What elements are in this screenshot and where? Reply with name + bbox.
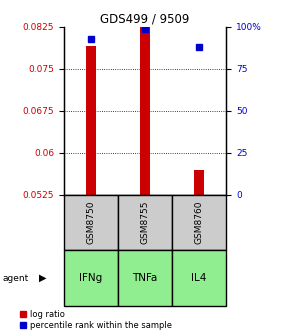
Text: IL4: IL4	[191, 273, 207, 283]
Text: IFNg: IFNg	[79, 273, 102, 283]
Legend: log ratio, percentile rank within the sample: log ratio, percentile rank within the sa…	[19, 310, 172, 330]
Bar	[172, 195, 226, 250]
Text: agent: agent	[3, 274, 29, 283]
Text: ▶: ▶	[39, 273, 47, 283]
Text: GSM8760: GSM8760	[195, 201, 204, 244]
Text: GSM8750: GSM8750	[86, 201, 95, 244]
Bar	[172, 250, 226, 306]
Text: GSM8755: GSM8755	[140, 201, 150, 244]
Bar	[194, 170, 204, 195]
Bar	[118, 250, 172, 306]
Title: GDS499 / 9509: GDS499 / 9509	[100, 13, 190, 26]
Bar	[86, 46, 96, 195]
Bar	[64, 250, 118, 306]
Bar	[64, 195, 118, 250]
Bar	[140, 27, 150, 195]
Text: TNFa: TNFa	[132, 273, 158, 283]
Bar	[118, 195, 172, 250]
